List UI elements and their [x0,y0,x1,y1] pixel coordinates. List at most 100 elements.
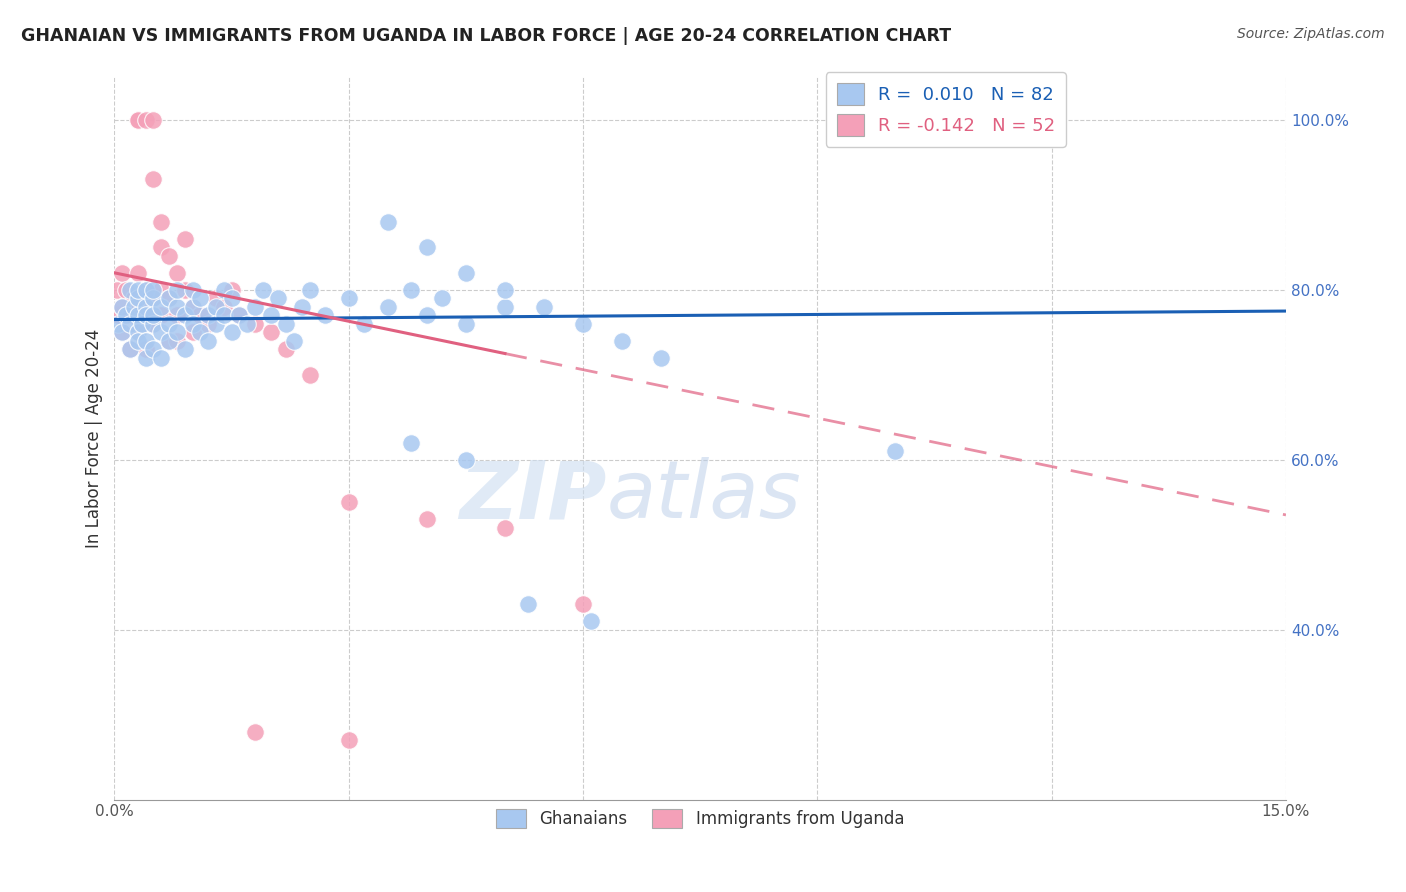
Point [111,300,134,314]
Point [142,283,165,297]
Point [135,112,157,127]
Point [118,343,141,357]
Point [142,343,165,357]
Point [197,334,219,348]
Point [166,266,188,280]
Point [337,495,360,509]
Point [416,240,439,254]
Point [454,452,477,467]
Point [111,326,134,340]
Point [157,334,180,348]
Point [197,308,219,322]
Point [314,308,336,322]
Point [173,308,195,322]
Point [111,326,134,340]
Point [517,597,540,611]
Point [173,283,195,297]
Point [135,343,157,357]
Point [115,308,138,322]
Point [494,300,516,314]
Point [135,283,157,297]
Point [572,597,595,611]
Point [259,326,281,340]
Point [142,291,165,305]
Point [205,300,228,314]
Point [181,326,204,340]
Point [212,283,235,297]
Point [127,300,149,314]
Point [127,334,149,348]
Point [494,283,516,297]
Point [650,351,672,365]
Text: atlas: atlas [606,458,801,535]
Point [127,291,149,305]
Point [157,249,180,263]
Point [166,308,188,322]
Point [150,308,173,322]
Legend: Ghanaians, Immigrants from Uganda: Ghanaians, Immigrants from Uganda [489,802,911,835]
Point [127,266,149,280]
Point [377,215,399,229]
Point [454,266,477,280]
Point [157,291,180,305]
Point [276,317,298,331]
Point [118,317,141,331]
Text: ZIP: ZIP [460,458,606,535]
Point [142,112,165,127]
Point [337,291,360,305]
Point [228,308,250,322]
Point [276,343,298,357]
Point [377,300,399,314]
Text: GHANAIAN VS IMMIGRANTS FROM UGANDA IN LABOR FORCE | AGE 20-24 CORRELATION CHART: GHANAIAN VS IMMIGRANTS FROM UGANDA IN LA… [21,27,952,45]
Point [118,343,141,357]
Point [157,291,180,305]
Point [166,300,188,314]
Point [111,266,134,280]
Point [205,291,228,305]
Point [181,317,204,331]
Point [181,300,204,314]
Point [127,326,149,340]
Point [173,343,195,357]
Point [127,326,149,340]
Point [267,291,290,305]
Point [337,733,360,747]
Point [212,308,235,322]
Point [150,240,173,254]
Point [118,283,141,297]
Point [454,317,477,331]
Point [243,300,266,314]
Point [298,368,321,382]
Point [150,351,173,365]
Point [221,283,243,297]
Point [353,317,375,331]
Point [142,172,165,186]
Point [115,283,138,297]
Point [127,112,149,127]
Point [884,112,907,127]
Point [188,308,211,322]
Point [181,300,204,314]
Point [399,283,422,297]
Point [416,512,439,526]
Point [236,317,259,331]
Point [150,326,173,340]
Point [228,308,250,322]
Point [135,334,157,348]
Point [884,444,907,458]
Point [150,215,173,229]
Point [416,308,439,322]
Point [166,326,188,340]
Point [166,334,188,348]
Point [188,326,211,340]
Point [135,351,157,365]
Point [243,724,266,739]
Point [579,614,602,628]
Point [107,308,129,322]
Point [127,283,149,297]
Point [122,300,145,314]
Point [432,291,454,305]
Point [259,308,281,322]
Point [111,300,134,314]
Point [221,291,243,305]
